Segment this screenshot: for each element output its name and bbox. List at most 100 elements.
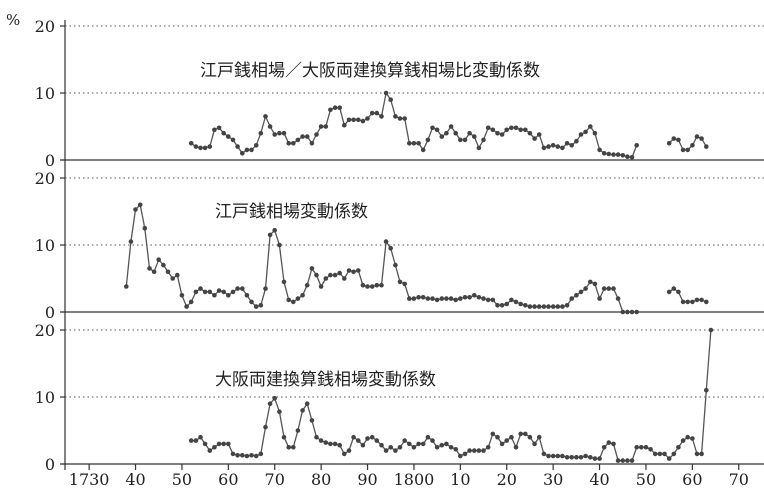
y-tick-label: 0 [45, 455, 55, 474]
data-point [226, 134, 231, 139]
data-point [407, 141, 412, 146]
data-point [323, 276, 329, 281]
data-point [402, 438, 408, 443]
data-point [346, 448, 352, 453]
data-point [420, 295, 426, 300]
data-point [379, 114, 384, 119]
data-point [467, 295, 472, 300]
data-point [202, 289, 208, 295]
data-point [425, 434, 431, 440]
data-point [420, 441, 426, 447]
data-point [597, 147, 602, 153]
data-point [226, 441, 231, 447]
x-tick-label: 50 [636, 470, 656, 489]
data-point [509, 125, 514, 131]
data-point [407, 441, 412, 447]
data-point [448, 124, 454, 129]
data-point [472, 448, 477, 453]
data-point [212, 445, 217, 450]
data-point [230, 451, 236, 457]
data-point [555, 144, 561, 149]
data-point [662, 451, 667, 457]
data-point [625, 458, 630, 463]
data-point [323, 440, 329, 445]
data-point [625, 154, 630, 159]
data-point [216, 441, 222, 447]
data-point [346, 117, 352, 123]
y-tick-label: 10 [35, 236, 55, 255]
series-line [125, 203, 637, 313]
data-point [253, 304, 259, 309]
data-point [523, 127, 528, 133]
data-point [393, 114, 398, 119]
data-point [388, 445, 394, 450]
data-point [588, 124, 593, 129]
data-point [253, 143, 259, 148]
data-point [272, 396, 278, 401]
data-point [351, 434, 356, 440]
data-point [193, 289, 199, 295]
data-point [249, 453, 254, 458]
data-point [620, 458, 626, 463]
data-point [346, 268, 352, 273]
data-point [578, 132, 584, 137]
data-point [574, 455, 579, 460]
data-point [207, 448, 213, 453]
data-point [230, 137, 236, 143]
data-point [680, 299, 686, 305]
data-point [360, 118, 366, 124]
y-tick-label: 10 [35, 388, 55, 407]
data-point [676, 289, 681, 295]
data-point [328, 107, 333, 113]
data-point [611, 441, 616, 447]
data-point [383, 448, 389, 453]
data-point [165, 269, 171, 275]
data-point [249, 147, 254, 153]
data-point [676, 137, 681, 143]
data-point [666, 456, 672, 461]
data-point [332, 272, 338, 278]
data-point [309, 141, 315, 146]
data-point [541, 451, 547, 457]
data-point [263, 424, 268, 430]
data-point [499, 303, 505, 308]
data-point [583, 286, 588, 291]
data-point [588, 279, 593, 285]
data-point [300, 408, 305, 413]
data-point [235, 453, 240, 458]
data-point [425, 137, 431, 143]
data-point [550, 143, 556, 148]
x-tick-label: 30 [543, 470, 563, 489]
data-point [523, 303, 528, 308]
data-point [648, 447, 653, 452]
x-tick-label: 80 [311, 470, 331, 489]
data-point [291, 445, 296, 450]
data-point [564, 303, 570, 308]
x-tick-label: 20 [497, 470, 517, 489]
data-point [216, 288, 222, 293]
data-point [704, 388, 709, 393]
data-point [411, 445, 417, 450]
data-point [369, 110, 375, 116]
data-point [212, 127, 217, 133]
data-point [277, 409, 282, 415]
data-point [309, 266, 315, 271]
data-point [694, 297, 700, 303]
data-point [685, 299, 690, 305]
data-point [583, 453, 588, 459]
data-point [453, 447, 459, 452]
data-point [592, 130, 598, 136]
data-point [601, 286, 607, 291]
data-point [708, 327, 714, 333]
data-point [420, 147, 426, 153]
data-point [193, 144, 199, 149]
y-tick-label: 10 [35, 84, 55, 103]
data-point [291, 141, 296, 146]
data-point [393, 448, 398, 453]
data-point [337, 442, 343, 448]
data-point [240, 453, 245, 458]
data-point [504, 127, 510, 133]
data-point [253, 453, 259, 459]
data-point [202, 145, 208, 151]
data-point [198, 145, 203, 151]
